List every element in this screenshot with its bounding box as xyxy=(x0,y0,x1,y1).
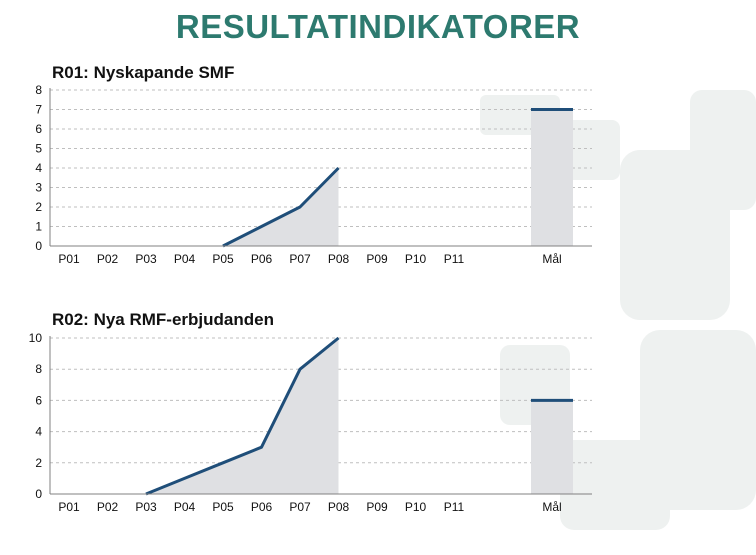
x-tick-label: Mål xyxy=(542,500,561,514)
x-tick-label: P07 xyxy=(289,252,311,266)
y-tick-label: 6 xyxy=(35,393,42,407)
y-tick-label: 7 xyxy=(35,103,42,117)
x-tick-label: P06 xyxy=(251,252,273,266)
x-tick-label: P11 xyxy=(444,252,465,266)
target-area xyxy=(531,109,573,246)
series-line xyxy=(222,166,340,248)
x-tick-label: P04 xyxy=(174,252,196,266)
x-tick-label: P02 xyxy=(97,252,119,266)
x-tick-label: P04 xyxy=(174,500,196,514)
x-tick-label: P03 xyxy=(135,500,157,514)
x-tick-label: P09 xyxy=(366,252,388,266)
y-tick-label: 8 xyxy=(35,362,42,376)
y-tick-label: 6 xyxy=(35,122,42,136)
x-tick-label: P09 xyxy=(366,500,388,514)
target-area xyxy=(531,400,573,494)
page-title: RESULTATINDIKATORER xyxy=(175,8,581,45)
y-tick-label: 2 xyxy=(35,456,42,470)
y-tick-label: 3 xyxy=(35,181,42,195)
y-tick-label: 10 xyxy=(29,331,43,345)
x-tick-label: P01 xyxy=(58,500,80,514)
x-tick-label: P07 xyxy=(289,500,311,514)
y-tick-label: 2 xyxy=(35,200,42,214)
x-tick-label: P11 xyxy=(444,500,465,514)
x-tick-label: P06 xyxy=(251,500,273,514)
x-tick-label: P08 xyxy=(328,252,350,266)
x-tick-label: P01 xyxy=(58,252,80,266)
y-tick-label: 0 xyxy=(35,239,42,253)
series-area xyxy=(146,338,339,494)
y-tick-label: 0 xyxy=(35,487,42,501)
y-tick-label: 4 xyxy=(35,425,42,439)
x-tick-label: P03 xyxy=(135,252,157,266)
chart-r01: 0 1 2 3 4 5 6 7 8 P01 P02 P03 P04 P05 P06 P07 P08 P09 P10 P… xyxy=(35,83,592,266)
x-tick-label: P05 xyxy=(212,500,234,514)
x-tick-label: P10 xyxy=(405,500,427,514)
series-area xyxy=(223,168,339,246)
chart-title-r02: R02: Nya RMF-erbjudanden xyxy=(52,310,274,329)
x-tick-label: P08 xyxy=(328,500,350,514)
x-tick-label: Mål xyxy=(542,252,561,266)
x-tick-label: P10 xyxy=(405,252,427,266)
series-line xyxy=(145,336,340,496)
y-tick-label: 1 xyxy=(35,220,42,234)
chart-title-r01: R01: Nyskapande SMF xyxy=(52,63,235,82)
x-tick-label: P02 xyxy=(97,500,119,514)
y-tick-label: 4 xyxy=(35,161,42,175)
y-tick-label: 8 xyxy=(35,83,42,97)
y-tick-label: 5 xyxy=(35,142,42,156)
chart-r02: 0 2 4 6 8 10 P01 P02 P03 P04 P05 P06 P07 P08 P09 P10 P11… xyxy=(29,331,592,514)
x-tick-label: P05 xyxy=(212,252,234,266)
